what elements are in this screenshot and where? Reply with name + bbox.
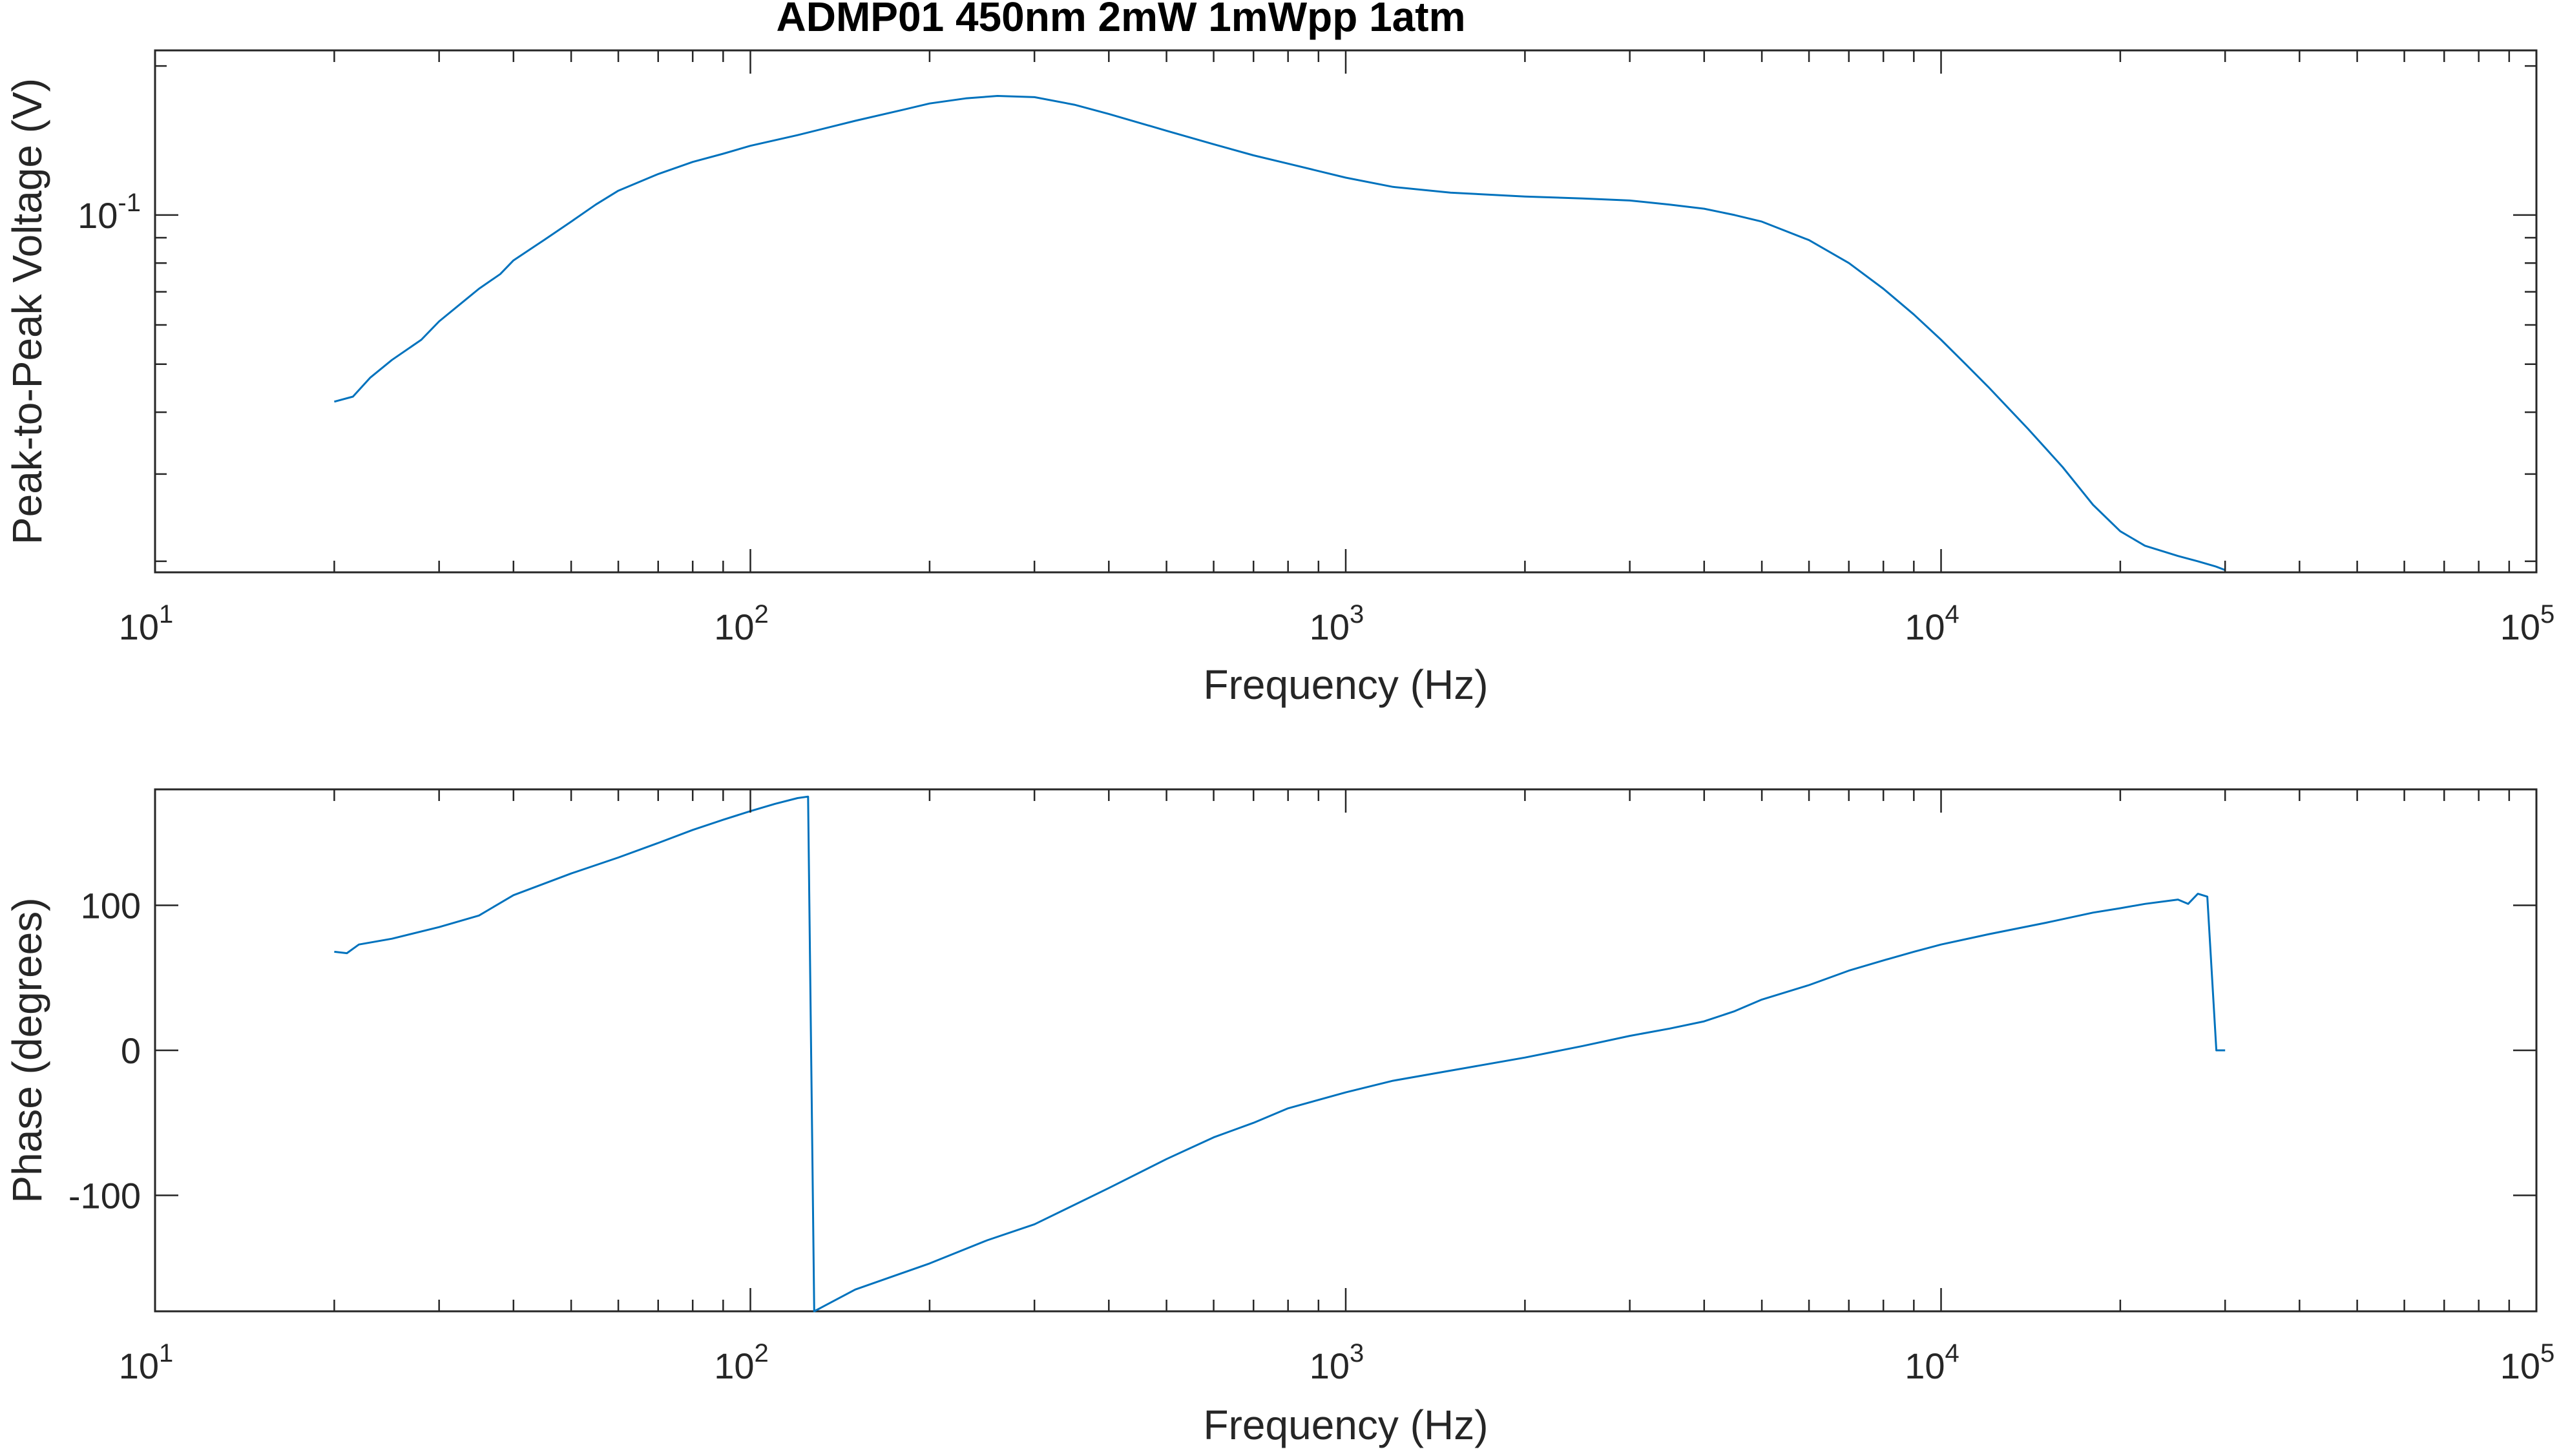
magnitude-x-axis-label: Frequency (Hz) [1204,661,1489,708]
magnitude-x-tick-label: 101 [119,600,174,647]
magnitude-y-axis-label: Peak-to-Peak Voltage (V) [4,78,50,545]
phase-x-ticks: 101 102 103 104 105 [119,789,2555,1386]
phase-x-axis-label: Frequency (Hz) [1204,1402,1489,1448]
magnitude-series-line [334,95,2226,571]
phase-series-line [334,795,2226,1313]
phase-plot-frame [154,788,2538,1313]
magnitude-plot-frame [154,49,2538,574]
magnitude-panel: 101 102 103 104 105 10-1 Frequency (Hz) Peak… [4,49,2555,708]
phase-y-tick-label: -100 [68,1175,141,1216]
chart-title: ADMP01 450nm 2mW 1mWpp 1atm [777,0,1466,40]
phase-x-tick-label: 101 [119,1339,174,1386]
phase-series-group [334,795,2226,1313]
magnitude-x-tick-label: 103 [1310,600,1364,647]
phase-y-tick-label: 100 [81,886,141,926]
magnitude-y-ticks: 10-1 [78,65,2536,563]
magnitude-x-tick-label: 105 [2500,600,2555,647]
magnitude-x-tick-label: 104 [1905,600,1959,647]
phase-y-tick-label: 0 [121,1030,141,1071]
phase-x-tick-label: 104 [1905,1339,1959,1386]
magnitude-series-group [334,95,2226,571]
phase-y-axis-label: Phase (degrees) [4,897,50,1203]
magnitude-y-tick-label: 10-1 [78,189,141,236]
phase-x-tick-label: 102 [714,1339,769,1386]
phase-x-tick-label: 103 [1310,1339,1364,1386]
phase-y-ticks: -100 0 100 [68,886,2536,1216]
phase-x-tick-label: 105 [2500,1339,2555,1386]
magnitude-x-ticks: 101 102 103 104 105 [119,50,2555,647]
magnitude-x-tick-label: 102 [714,600,769,647]
